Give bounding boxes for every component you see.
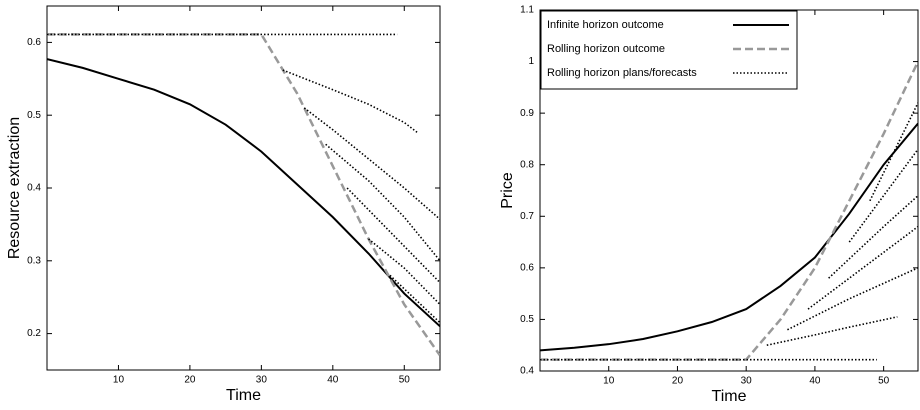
- y-tick-label: 0.4: [520, 366, 534, 377]
- y-axis-label: Resource extraction: [6, 117, 23, 259]
- x-tick-label: 50: [878, 376, 890, 387]
- x-tick-label: 20: [672, 376, 684, 387]
- y-tick-label: 0.3: [27, 255, 41, 266]
- series-line: [540, 122, 918, 352]
- series-line: [540, 102, 918, 361]
- x-tick-label: 10: [603, 376, 615, 387]
- x-axis-label: Time: [712, 388, 747, 405]
- plot-frame: [46, 5, 441, 371]
- x-tick-label: 50: [399, 375, 411, 386]
- x-tick-label: 40: [809, 376, 821, 387]
- series-line: [47, 33, 440, 324]
- y-tick-label: 1: [528, 56, 534, 67]
- x-tick-label: 40: [327, 375, 339, 386]
- series-line: [47, 33, 440, 357]
- x-tick-label: 30: [741, 376, 753, 387]
- x-tick-label: 30: [256, 375, 268, 386]
- y-tick-label: 1.1: [520, 5, 534, 16]
- y-axis-label: Price: [499, 172, 516, 209]
- plot-frame: [539, 9, 919, 372]
- y-tick-label: 0.5: [27, 110, 41, 121]
- x-axis-label: Time: [226, 387, 261, 404]
- y-tick-label: 0.6: [520, 262, 534, 273]
- y-tick-label: 0.5: [520, 314, 534, 325]
- y-tick-label: 0.6: [27, 37, 41, 48]
- subplot: 10 20 30 40 50 0.2 0.3 0.4 0.5 0.6 Time Resource ex…: [6, 5, 441, 404]
- subplot: 10 20 30 40 50 0.4 0.5 0.6 0.7 0.8 0.9 1 1.1 Time Pric…: [499, 5, 919, 405]
- y-tick-label: 0.9: [520, 108, 534, 119]
- x-tick-label: 20: [184, 375, 196, 386]
- y-tick-label: 0.2: [27, 328, 41, 339]
- legend-label: Infinite horizon outcome: [547, 19, 664, 31]
- legend-label: Rolling horizon plans/forecasts: [547, 67, 697, 79]
- legend-label: Rolling horizon outcome: [547, 43, 665, 55]
- y-tick-label: 0.4: [27, 183, 41, 194]
- series-line: [540, 61, 918, 361]
- x-tick-label: 10: [113, 375, 125, 386]
- y-tick-label: 0.8: [520, 159, 534, 170]
- series-line: [47, 58, 440, 328]
- y-tick-label: 0.7: [520, 211, 534, 222]
